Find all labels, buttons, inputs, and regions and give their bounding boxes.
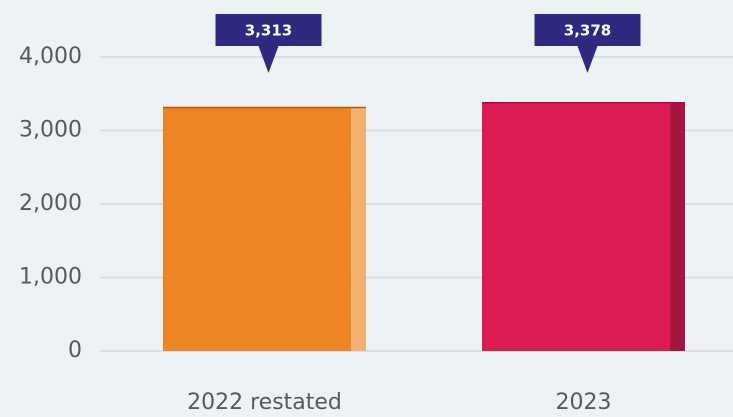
bar-face xyxy=(482,102,685,351)
bar-side xyxy=(351,107,366,351)
callout xyxy=(534,14,641,73)
y-tick-label: 1,000 xyxy=(19,265,82,290)
bar xyxy=(163,106,366,351)
value-label: 3,378 xyxy=(564,22,611,40)
y-tick-label: 3,000 xyxy=(19,118,82,143)
bar-face xyxy=(163,107,366,351)
bar-side xyxy=(670,102,685,351)
bar xyxy=(482,101,685,351)
callout xyxy=(215,14,322,73)
y-tick-label: 0 xyxy=(68,338,82,363)
y-tick-label: 4,000 xyxy=(19,44,82,69)
x-tick-label: 2023 xyxy=(556,390,612,415)
x-tick-label: 2022 restated xyxy=(187,390,342,415)
value-label: 3,313 xyxy=(245,22,292,40)
y-tick-label: 2,000 xyxy=(19,191,82,216)
